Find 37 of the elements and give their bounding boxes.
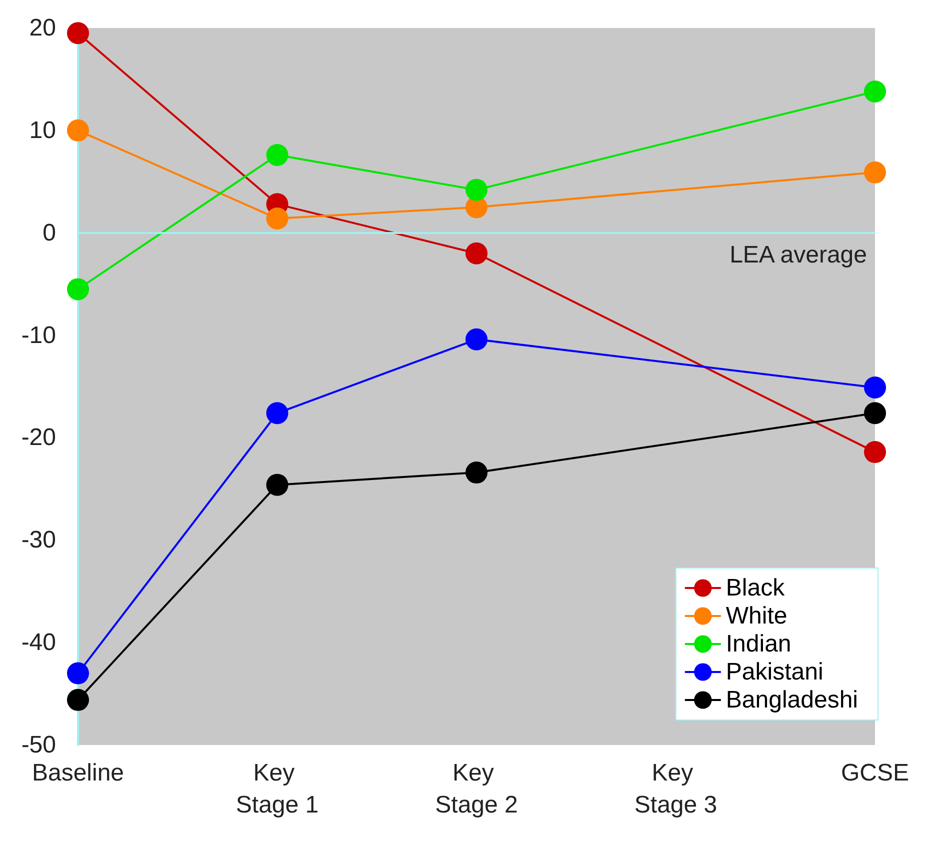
legend-label: Bangladeshi xyxy=(726,686,858,714)
point xyxy=(466,328,488,350)
legend-label: Indian xyxy=(726,630,792,658)
y-tick-label: -40 xyxy=(21,629,56,656)
point xyxy=(67,688,89,711)
y-tick-label: -10 xyxy=(21,322,56,349)
point xyxy=(67,278,89,300)
y-tick-label: -30 xyxy=(21,526,56,554)
point xyxy=(266,144,288,166)
y-tick-label: -20 xyxy=(21,424,56,452)
y-tick-label: 20 xyxy=(29,14,56,42)
legend-label: White xyxy=(726,602,788,630)
legend-label: Black xyxy=(726,574,786,602)
point xyxy=(466,462,488,484)
point xyxy=(266,402,288,424)
point xyxy=(864,80,886,102)
y-tick-label: 0 xyxy=(42,219,56,246)
x-tick-label: Key Stage 3 xyxy=(634,760,718,818)
point xyxy=(864,402,886,424)
x-tick-label: GCSE xyxy=(840,760,910,786)
x-tick-label: Key Stage 2 xyxy=(435,760,518,818)
point xyxy=(67,22,89,44)
y-tick-label: 10 xyxy=(29,116,56,144)
point xyxy=(466,242,488,264)
ref-line-label: LEA average xyxy=(730,241,867,268)
point xyxy=(864,376,886,399)
point xyxy=(67,119,89,142)
point xyxy=(466,178,488,201)
point xyxy=(266,474,288,496)
y-tick-label: -50 xyxy=(21,732,56,758)
point xyxy=(864,441,886,464)
point xyxy=(864,161,886,184)
legend-label: Pakistani xyxy=(726,658,824,686)
x-tick-label: Baseline xyxy=(32,760,124,786)
point xyxy=(266,208,288,230)
x-tick-label: Key Stage 1 xyxy=(236,760,319,818)
point xyxy=(67,662,89,684)
